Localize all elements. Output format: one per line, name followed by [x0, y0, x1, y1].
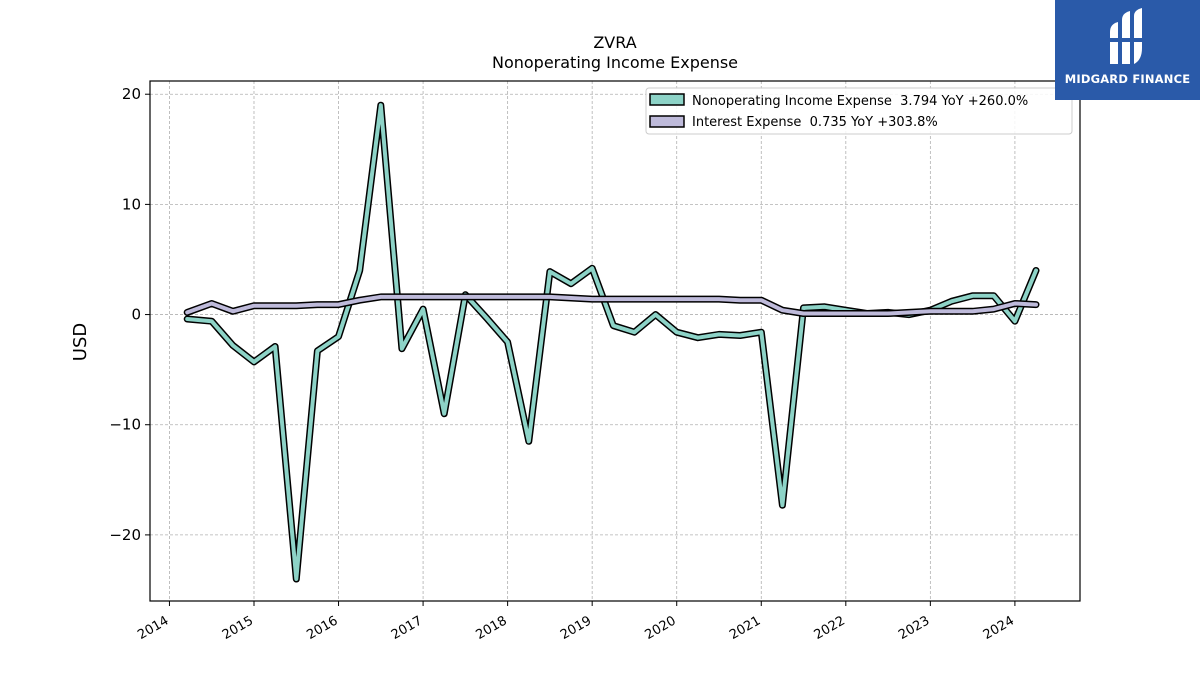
- y-tick-label: 0: [131, 306, 141, 324]
- plot-lines: [183, 101, 1040, 583]
- legend-label-nonoperating: Nonoperating Income Expense 3.794 YoY +2…: [692, 94, 1028, 109]
- x-tick-label: 2018: [473, 613, 509, 643]
- chart-title: ZVRA: [593, 33, 636, 52]
- x-tick-label: 2015: [220, 613, 256, 643]
- brand-logo: MIDGARD FINANCE: [1055, 0, 1200, 100]
- series-line-0: [183, 101, 1040, 583]
- legend-swatch-nonoperating: [649, 93, 685, 106]
- x-tick-label: 2024: [981, 613, 1017, 643]
- series-stroke: [185, 294, 1038, 316]
- x-tick-label: 2014: [135, 613, 171, 643]
- x-tick-label: 2020: [643, 613, 679, 643]
- x-tick-label: 2023: [896, 613, 932, 643]
- y-tick-label: −20: [109, 526, 141, 544]
- legend: Nonoperating Income Expense 3.794 YoY +2…: [645, 87, 1073, 135]
- plot-frame: [149, 80, 1081, 602]
- x-tick-label: 2017: [389, 613, 425, 643]
- series-outline: [183, 101, 1040, 583]
- legend-box: [645, 87, 1073, 135]
- x-tick-label: 2022: [812, 613, 848, 643]
- y-axis-label: USD: [70, 323, 91, 361]
- y-axis: 20 10 0 −10 −20: [109, 85, 150, 544]
- y-tick-label: 20: [122, 85, 141, 103]
- x-axis: 2014 2015 2016 2017 2018 2019 2020 2021 2022 2023…: [135, 601, 1017, 643]
- x-tick-label: 2016: [304, 613, 340, 643]
- x-tick-label: 2021: [727, 613, 763, 643]
- y-tick-label: −10: [109, 416, 141, 434]
- legend-swatch-interest: [649, 115, 685, 128]
- midgard-logo-icon: [1107, 8, 1146, 64]
- brand-name: MIDGARD FINANCE: [1064, 72, 1191, 86]
- chart-subtitle: Nonoperating Income Expense: [492, 53, 738, 72]
- y-tick-label: 10: [122, 195, 141, 213]
- x-tick-label: 2019: [558, 613, 594, 643]
- series-stroke: [185, 103, 1038, 581]
- legend-label-interest: Interest Expense 0.735 YoY +303.8%: [692, 115, 938, 130]
- series-line-1: [183, 293, 1040, 317]
